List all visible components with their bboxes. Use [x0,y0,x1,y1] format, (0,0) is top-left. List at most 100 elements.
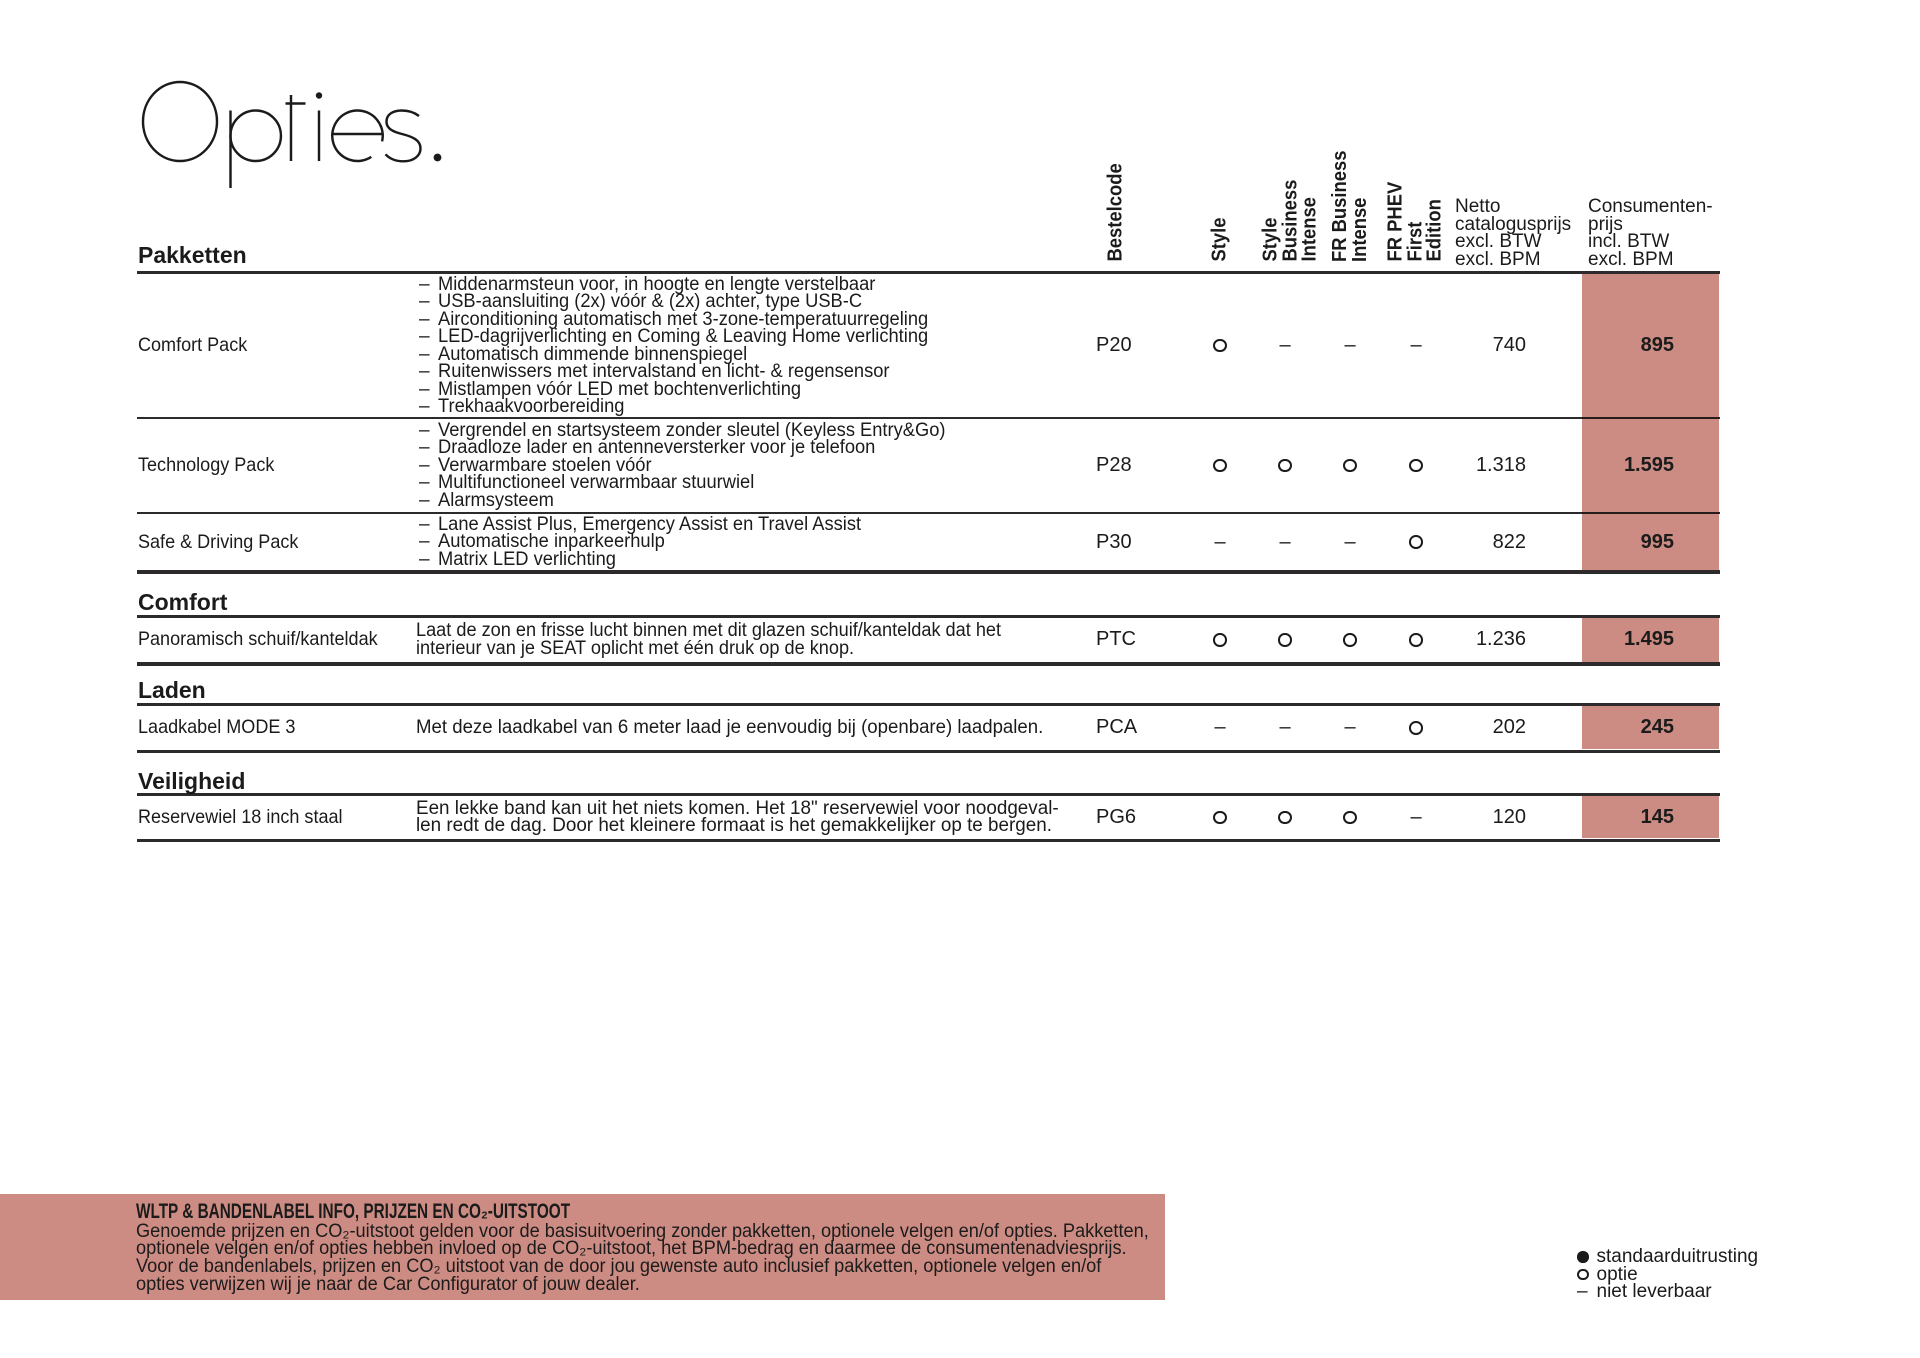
availability-fr-business-intense [1328,419,1372,512]
consumer-price: 245 [1640,716,1674,739]
consumer-price: 995 [1640,530,1674,553]
column-header-netto-prijs: Netto catalogusprijs excl. BTW excl. BPM [1455,196,1572,270]
availability-style [1198,796,1242,838]
availability-fr-business-intense: – [1344,334,1356,357]
bullet-text: USB-aansluiting (2x) vóór & (2x) achter,… [437,291,862,313]
netto-price: 120 [1492,805,1526,828]
availability-fr-phev-first-edition: – [1410,805,1422,828]
wltp-info-heading: WLTP & BANDENLABEL INFO, PRIJZEN EN CO₂-… [136,1199,571,1223]
row-description: Met deze laadkabel van 6 meter laad je e… [416,717,1044,739]
netto-price: 1.318 [1475,454,1526,477]
section-heading-laden: Laden [138,677,206,703]
bullet-dash: – [419,308,430,330]
column-header-fr-business-intense: FR Business Intense [1328,150,1371,262]
availability-fr-business-intense [1328,618,1372,662]
bullet-dash: – [419,396,430,418]
legend-label: niet leverbaar [1596,1281,1712,1303]
availability-fr-phev-first-edition [1394,706,1438,749]
order-code: PG6 [1096,805,1137,828]
bullet-text: Matrix LED verlichting [437,548,616,570]
bullet-dash: – [419,472,430,494]
column-header-style-business-intense: Style Business Intense [1259,179,1321,262]
bullet-text: Trekhaakvoorbereiding [437,396,624,418]
availability-fr-phev-first-edition [1394,419,1438,512]
bullet-dash: – [419,291,430,313]
column-header-consumentenprijs: Consumenten- prijs incl. BTW excl. BPM [1588,196,1713,270]
bullet-dash: – [419,489,430,511]
table-row-comfort-pack: Comfort Pack – Middenarmsteun voor, in ho… [0,274,1920,417]
bullet-text: Draadloze lader en antenneversterker voo… [437,437,875,459]
rule-pakketten-bottom [137,570,1720,574]
bullet-text: Alarmsysteem [437,489,554,511]
bullet-text: Automatische inparkeerhulp [437,531,665,553]
row-label: Safe & Driving Pack [138,530,299,553]
bullet-dash: – [419,454,430,476]
availability-fr-business-intense [1328,796,1372,838]
row-label: Comfort Pack [138,334,248,357]
bullet-text: Vergrendel en startsysteem zonder sleute… [437,419,945,441]
rule-laden-bottom [137,749,1720,753]
order-code: PCA [1096,716,1138,739]
table-row-laadkabel: Laadkabel MODE 3 Met deze laadkabel van … [0,706,1920,749]
order-code: PTC [1096,628,1136,651]
consumer-price-cell-background [1582,796,1719,839]
availability-style-business-intense: – [1279,334,1291,357]
consumer-price: 1.495 [1623,628,1674,651]
row-bullets: – Middenarmsteun voor, in hoogte en lengt… [419,274,947,417]
bullet-dash: – [419,419,430,441]
row-description: Een lekke band kan uit het niets komen. … [416,797,1059,837]
wltp-info-box [0,1194,1165,1300]
legend-item-not-available: – niet leverbaar [1577,1281,1758,1303]
section-heading-pakketten: Pakketten [138,241,247,268]
rule-comfort-top [137,614,1720,618]
rule-row-separator [137,417,1720,420]
consumer-price-column-background [1582,274,1719,570]
consumer-price-cell-background [1582,706,1719,750]
availability-style-business-intense: – [1279,530,1291,553]
availability-style: – [1214,530,1226,553]
bullet-dash: – [419,326,430,348]
availability-style [1198,419,1242,512]
rule-veiligheid-bottom [137,838,1720,842]
netto-price: 1.236 [1475,628,1526,651]
availability-style-business-intense [1263,419,1307,512]
table-row-technology-pack: Technology Pack – Vergrendel en startsyst… [0,419,1920,512]
bullet-text: Middenarmsteun voor, in hoogte en lengte… [437,273,875,295]
bullet-dash: – [419,343,430,365]
bullet-text: Automatisch dimmende binnenspiegel [437,343,747,365]
bullet-text: Lane Assist Plus, Emergency Assist en Tr… [437,513,861,535]
order-code: P28 [1096,454,1132,477]
order-code: P20 [1096,334,1132,357]
availability-fr-business-intense: – [1344,716,1356,739]
consumer-price-cell-background [1582,617,1719,662]
table-row-safe-driving-pack: Safe & Driving Pack – Lane Assist Plus, E… [0,514,1920,570]
bullet-text: Ruitenwissers met intervalstand en licht… [437,361,890,383]
table-row-panoramisch-dak: Panoramisch schuif/kanteldak Laat de zon… [0,618,1920,662]
row-label: Panoramisch schuif/kanteldak [138,628,378,651]
rule-comfort-bottom [137,662,1720,666]
availability-style-business-intense [1263,796,1307,838]
bullet-dash: – [419,513,430,535]
legend-item-option: optie [1577,1265,1758,1283]
availability-style [1198,274,1242,417]
bullet-text: Mistlampen vóór LED met bochtenverlichti… [437,378,801,400]
availability-style: – [1214,716,1226,739]
bullet-text: LED-dagrijverlichting en Coming & Leavin… [437,326,928,348]
availability-style [1198,618,1242,662]
column-header-style: Style [1208,217,1231,262]
rule-row-separator [137,512,1720,514]
column-header-fr-phev-first-edition: FR PHEV First Edition [1384,181,1446,262]
order-code: P30 [1096,530,1132,553]
availability-style-business-intense: – [1279,716,1291,739]
bullet-dash: – [419,531,430,553]
legend-label: standaarduitrusting [1596,1246,1759,1267]
availability-fr-phev-first-edition [1394,618,1438,662]
row-bullets: – Lane Assist Plus, Emergency Assist en T… [419,514,877,570]
row-bullets: – Vergrendel en startsysteem zonder sleut… [419,419,964,512]
rule-pakketten-top [137,270,1720,275]
bullet-dash: – [419,361,430,383]
bullet-dash: – [419,548,430,570]
column-header-bestelcode: Bestelcode [1104,163,1127,262]
consumer-price: 895 [1640,334,1674,357]
availability-fr-phev-first-edition [1394,514,1438,570]
